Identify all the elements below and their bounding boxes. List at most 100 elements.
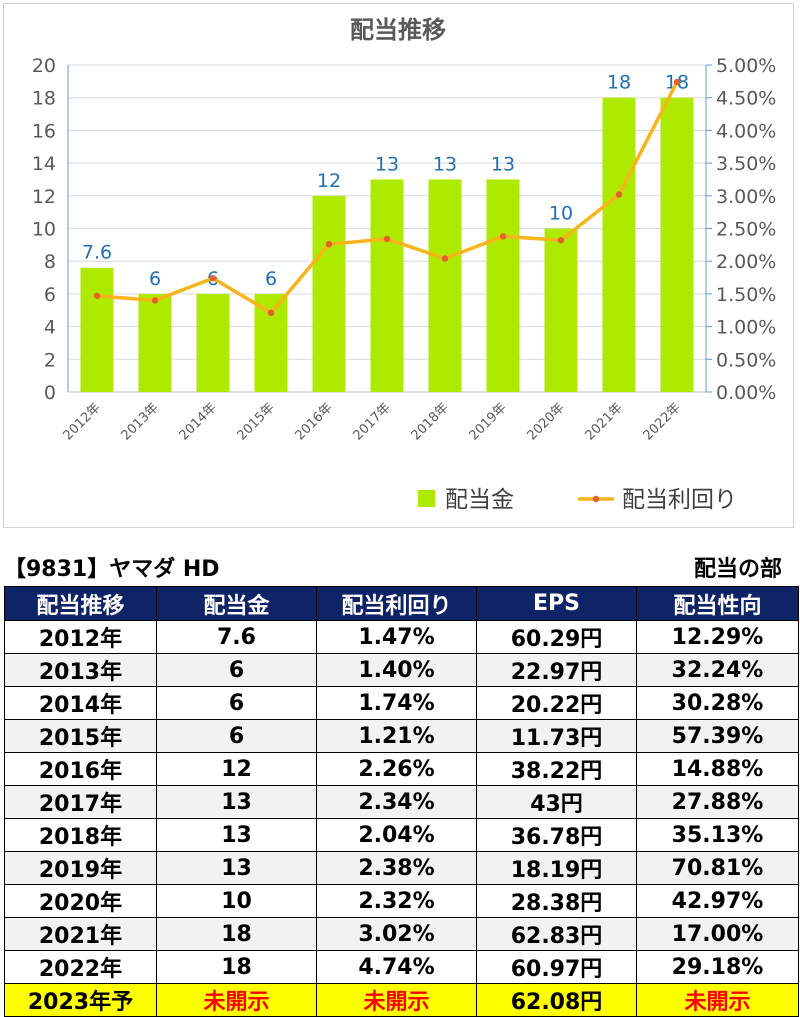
table-row: 2017年 13 2.34% 43円 27.88%: [4, 785, 799, 819]
year-cell: 2021年: [4, 917, 157, 951]
y-left-tick-label: 4: [44, 317, 56, 339]
yield-point-2017年: [383, 235, 391, 243]
eps-cell: 20.22円: [476, 686, 637, 720]
year-cell: 2019年: [4, 851, 157, 885]
payout-cell: 14.88%: [636, 752, 799, 786]
table-body: 2012年 7.6 1.47% 60.29円 12.29% 2013年 6 1.40% 22.9…: [4, 620, 799, 1017]
x-tick-label: 2012年: [61, 400, 104, 443]
y-right-tick-label: 2.00%: [716, 251, 776, 273]
bar-data-label: 6: [149, 268, 161, 290]
yield-point-2022年: [673, 78, 681, 86]
y-right-tick-label: 0.00%: [716, 382, 776, 404]
x-tick-label: 2016年: [293, 400, 336, 443]
y-left-tick-label: 0: [44, 382, 56, 404]
eps-cell: 38.22円: [476, 752, 637, 786]
year-cell: 2022年: [4, 950, 157, 984]
bar-2021年: [602, 97, 636, 392]
y-left-tick-label: 20: [32, 55, 56, 77]
yield-cell: 1.21%: [316, 719, 477, 753]
payout-cell: 32.24%: [636, 653, 799, 687]
header-payout: 配当性向: [636, 586, 799, 621]
y-right-tick-label: 5.00%: [716, 55, 776, 77]
payout-cell: 27.88%: [636, 785, 799, 819]
yield-cell: 3.02%: [316, 917, 477, 951]
y-right-tick-label: 4.00%: [716, 120, 776, 142]
eps-cell: 60.29円: [476, 620, 637, 654]
y-left-tick-label: 18: [32, 88, 56, 110]
dividend-cell: 6: [156, 686, 317, 720]
y-left-tick-label: 14: [32, 153, 56, 175]
y-right-tick-label: 3.50%: [716, 153, 776, 175]
x-tick-label: 2019年: [467, 400, 510, 443]
dividend-cell: 6: [156, 653, 317, 687]
dividend-cell: 6: [156, 719, 317, 753]
y-left-tick-label: 8: [44, 251, 56, 273]
dividend-cell: 13: [156, 785, 317, 819]
payout-cell: 70.81%: [636, 851, 799, 885]
bar-2019年: [486, 179, 520, 392]
yield-point-2016年: [325, 240, 333, 248]
x-tick-label: 2014年: [177, 400, 220, 443]
eps-cell: 43円: [476, 785, 637, 819]
eps-cell: 22.97円: [476, 653, 637, 687]
payout-cell: 57.39%: [636, 719, 799, 753]
legend-label-yield: 配当利回り: [622, 487, 737, 513]
forecast-dividend-cell: 未開示: [156, 983, 317, 1017]
bar-data-label: 13: [375, 153, 399, 175]
eps-cell: 60.97円: [476, 950, 637, 984]
year-cell: 2015年: [4, 719, 157, 753]
bar-data-label: 13: [433, 153, 457, 175]
dividend-cell: 10: [156, 884, 317, 918]
table-row: 2015年 6 1.21% 11.73円 57.39%: [4, 719, 799, 753]
payout-cell: 29.18%: [636, 950, 799, 984]
legend-swatch-bar: [418, 490, 435, 507]
year-cell: 2018年: [4, 818, 157, 852]
bar-2012年: [80, 267, 114, 392]
bar-data-label: 7.6: [82, 242, 112, 264]
x-tick-label: 2020年: [525, 400, 568, 443]
bar-2016年: [312, 195, 346, 392]
dividend-cell: 12: [156, 752, 317, 786]
year-cell: 2014年: [4, 686, 157, 720]
bar-2013年: [138, 293, 172, 392]
yield-cell: 4.74%: [316, 950, 477, 984]
x-tick-label: 2017年: [351, 400, 394, 443]
yield-cell: 1.40%: [316, 653, 477, 687]
yield-cell: 2.04%: [316, 818, 477, 852]
yield-cell: 1.74%: [316, 686, 477, 720]
yield-cell: 2.32%: [316, 884, 477, 918]
yield-cell: 2.38%: [316, 851, 477, 885]
bar-data-label: 10: [549, 203, 573, 225]
bar-data-label: 13: [491, 153, 515, 175]
y-left-tick-label: 6: [44, 284, 56, 306]
table-row: 2020年 10 2.32% 28.38円 42.97%: [4, 884, 799, 918]
dividend-cell: 7.6: [156, 620, 317, 654]
yield-point-2015年: [267, 309, 275, 317]
meta-row: 【9831】ヤマダ HD 配当の部: [0, 549, 800, 585]
eps-cell: 62.83円: [476, 917, 637, 951]
dividend-cell: 18: [156, 950, 317, 984]
x-tick-label: 2015年: [235, 400, 278, 443]
y-right-tick-label: 3.00%: [716, 186, 776, 208]
table-row: 2019年 13 2.38% 18.19円 70.81%: [4, 851, 799, 885]
x-tick-label: 2013年: [119, 400, 162, 443]
bar-2017年: [370, 179, 404, 392]
bar-data-label: 18: [607, 72, 631, 94]
forecast-payout-cell: 未開示: [636, 983, 799, 1017]
table-row: 2016年 12 2.26% 38.22円 14.88%: [4, 752, 799, 786]
eps-cell: 11.73円: [476, 719, 637, 753]
year-cell: 2012年: [4, 620, 157, 654]
y-right-tick-label: 1.00%: [716, 317, 776, 339]
forecast-year-cell: 2023年予: [4, 983, 157, 1017]
table-row: 2012年 7.6 1.47% 60.29円 12.29%: [4, 620, 799, 654]
y-left-tick-label: 10: [32, 219, 56, 241]
payout-cell: 42.97%: [636, 884, 799, 918]
payout-cell: 17.00%: [636, 917, 799, 951]
forecast-row: 2023年予 未開示 未開示 62.08円 未開示: [4, 983, 799, 1017]
y-right-tick-label: 4.50%: [716, 88, 776, 110]
payout-cell: 35.13%: [636, 818, 799, 852]
y-right-tick-label: 2.50%: [716, 219, 776, 241]
legend-label-dividend: 配当金: [445, 487, 514, 513]
y-left-tick-label: 16: [32, 120, 56, 142]
forecast-eps-cell: 62.08円: [476, 983, 637, 1017]
